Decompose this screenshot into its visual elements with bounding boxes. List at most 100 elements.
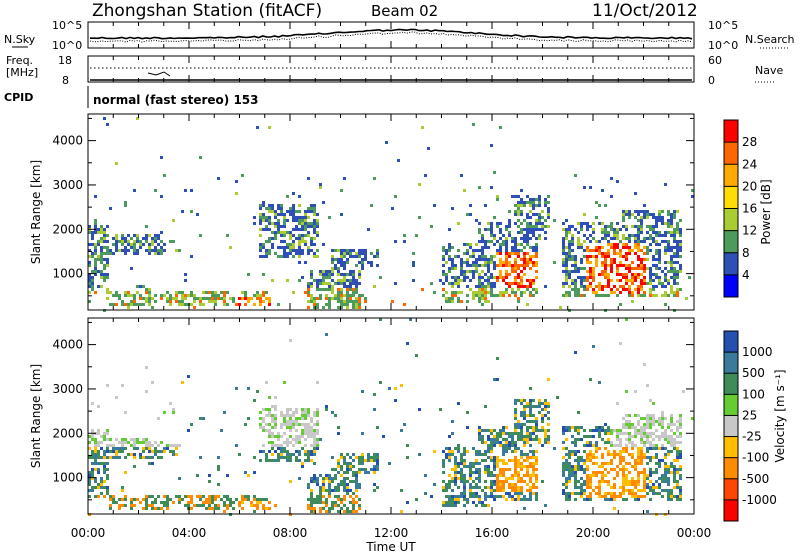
range-time-cell	[562, 222, 565, 225]
range-time-cell	[112, 447, 115, 450]
range-time-cell	[616, 465, 619, 468]
range-time-cell	[478, 429, 481, 432]
range-time-cell	[325, 501, 328, 504]
range-time-cell	[535, 417, 538, 420]
range-time-cell	[658, 282, 661, 285]
range-time-cell	[274, 459, 277, 462]
range-time-cell	[514, 237, 517, 240]
range-time-cell	[259, 411, 262, 414]
range-time-cell	[262, 228, 265, 231]
range-time-cell	[622, 456, 625, 459]
range-time-cell	[301, 423, 304, 426]
range-time-cell	[103, 228, 106, 231]
range-time-cell	[319, 492, 322, 495]
range-time-cell	[481, 438, 484, 441]
range-time-cell	[271, 243, 274, 246]
range-time-cell	[211, 297, 214, 300]
range-time-cell	[610, 459, 613, 462]
range-time-cell	[508, 285, 511, 288]
range-time-cell	[565, 495, 568, 498]
range-time-cell	[490, 492, 493, 495]
range-time-cell	[529, 426, 532, 429]
range-time-cell	[145, 441, 148, 444]
range-time-cell	[517, 267, 520, 270]
range-time-cell	[640, 294, 643, 297]
range-time-cell	[445, 495, 448, 498]
range-time-cell	[205, 507, 208, 510]
range-time-cell	[625, 243, 628, 246]
range-time-cell	[394, 195, 397, 198]
range-time-cell	[304, 423, 307, 426]
range-time-cell	[469, 483, 472, 486]
range-time-cell	[625, 246, 628, 249]
range-time-cell	[514, 249, 517, 252]
range-time-cell	[373, 459, 376, 462]
range-time-cell	[634, 210, 637, 213]
range-time-cell	[145, 447, 148, 450]
range-time-cell	[631, 480, 634, 483]
range-time-cell	[607, 234, 610, 237]
range-time-cell	[313, 213, 316, 216]
range-time-cell	[670, 213, 673, 216]
range-time-cell	[625, 462, 628, 465]
range-time-cell	[289, 414, 292, 417]
range-time-cell	[364, 258, 367, 261]
range-time-cell	[610, 261, 613, 264]
range-time-cell	[304, 216, 307, 219]
range-time-cell	[442, 486, 445, 489]
range-time-cell	[190, 255, 193, 258]
range-time-cell	[244, 423, 247, 426]
range-time-cell	[466, 498, 469, 501]
range-time-cell	[130, 438, 133, 441]
range-time-cell	[310, 243, 313, 246]
range-time-cell	[451, 294, 454, 297]
range-time-cell	[160, 297, 163, 300]
range-time-cell	[106, 273, 109, 276]
range-time-cell	[568, 276, 571, 279]
range-time-cell	[643, 240, 646, 243]
colorbar-tick-label: -25	[742, 430, 762, 444]
range-time-cell	[256, 501, 259, 504]
range-time-cell	[478, 438, 481, 441]
range-time-cell	[628, 234, 631, 237]
range-time-cell	[604, 294, 607, 297]
range-time-cell	[481, 291, 484, 294]
colorbar-swatch	[724, 120, 738, 143]
range-time-cell	[523, 204, 526, 207]
range-time-cell	[532, 486, 535, 489]
range-time-cell	[310, 510, 313, 513]
range-time-cell	[514, 486, 517, 489]
range-tick-label: 1000	[52, 267, 83, 281]
range-time-cell	[568, 243, 571, 246]
range-time-cell	[679, 240, 682, 243]
range-time-cell	[103, 117, 106, 120]
range-time-cell	[466, 480, 469, 483]
range-time-cell	[316, 279, 319, 282]
range-time-cell	[259, 249, 262, 252]
range-time-cell	[319, 498, 322, 501]
range-time-cell	[631, 447, 634, 450]
range-time-cell	[205, 291, 208, 294]
range-time-cell	[139, 303, 142, 306]
range-time-cell	[532, 246, 535, 249]
range-time-cell	[499, 264, 502, 267]
range-time-cell	[295, 450, 298, 453]
range-time-cell	[598, 432, 601, 435]
range-time-cell	[208, 474, 211, 477]
range-time-cell	[649, 282, 652, 285]
range-time-cell	[331, 480, 334, 483]
range-time-cell	[547, 207, 550, 210]
range-time-cell	[589, 186, 592, 189]
range-time-cell	[670, 489, 673, 492]
range-time-cell	[301, 417, 304, 420]
range-time-cell	[508, 231, 511, 234]
range-time-cell	[622, 264, 625, 267]
range-time-cell	[457, 462, 460, 465]
range-time-cell	[100, 252, 103, 255]
range-time-cell	[478, 291, 481, 294]
range-time-cell	[355, 282, 358, 285]
range-time-cell	[529, 198, 532, 201]
range-time-cell	[565, 279, 568, 282]
range-time-cell	[448, 243, 451, 246]
range-time-cell	[565, 231, 568, 234]
